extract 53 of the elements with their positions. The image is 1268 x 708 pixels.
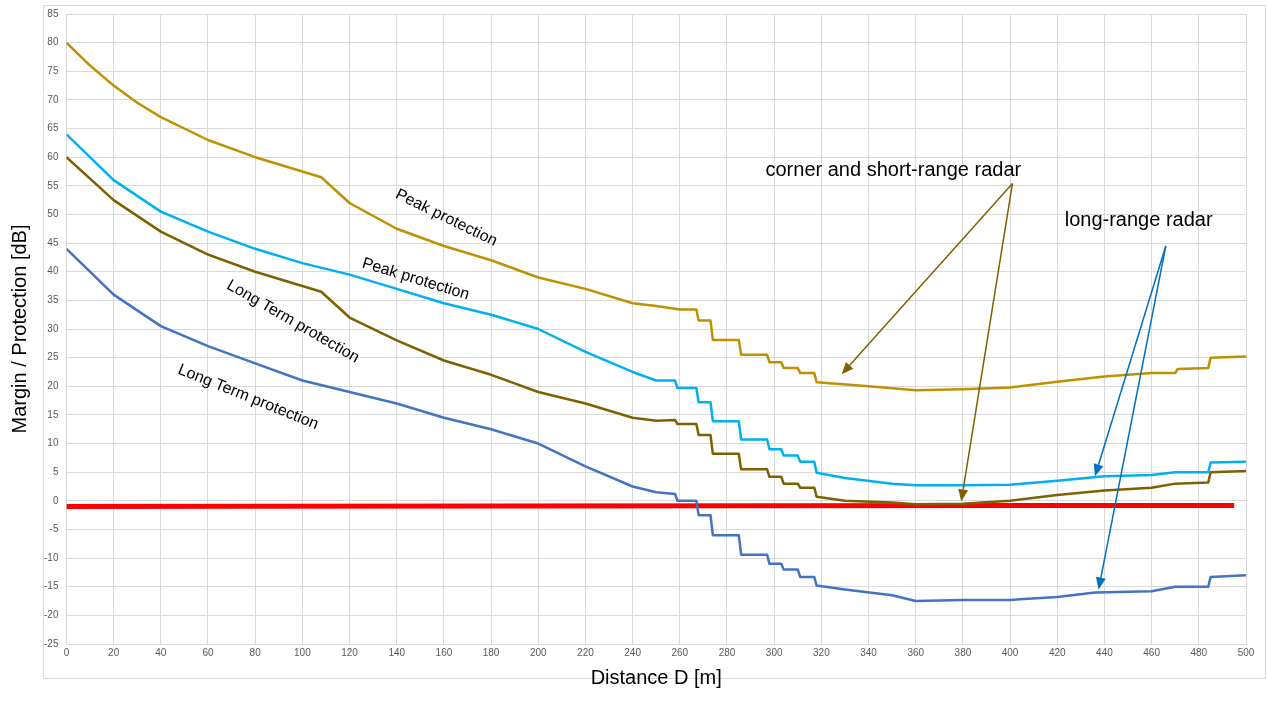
x-axis-title: Distance D [m] [590,665,722,688]
x-tick-label: 420 [1048,646,1067,658]
x-tick-label: 40 [155,646,167,658]
y-tick-label: -5 [49,523,59,535]
y-tick-label: -15 [44,580,59,592]
y-tick-label: 30 [47,322,59,334]
x-tick-label: 180 [482,646,500,658]
x-tick-label: 500 [1237,646,1255,658]
x-tick-label: 380 [954,646,972,658]
x-tick-label: 120 [341,646,359,658]
y-tick-label: 15 [47,408,59,420]
x-tick-label: 440 [1096,646,1114,658]
x-tick-label: 200 [529,646,548,658]
y-tick-label: 80 [47,36,59,48]
y-tick-label: 85 [47,7,59,19]
y-tick-label: 65 [47,122,59,134]
y-tick-label: -10 [44,551,59,563]
x-tick-label: 360 [907,646,925,658]
y-tick-label: 5 [52,465,59,477]
x-tick-label: 340 [860,646,878,658]
y-tick-label: 0 [52,494,59,506]
x-tick-label: 100 [294,646,312,658]
x-tick-label: 160 [435,646,453,658]
y-tick-label: -25 [44,637,59,649]
x-tick-label: 220 [577,646,595,658]
y-axis-title: Margin / Protection [dB] [7,224,30,434]
y-tick-label: 50 [47,208,59,220]
annotation: long-range radar [1064,207,1213,230]
x-tick-label: 320 [813,646,831,658]
y-tick-label: 25 [47,351,59,363]
x-tick-label: 80 [249,646,262,658]
y-tick-label: 40 [47,265,59,277]
x-tick-label: 300 [765,646,783,658]
x-tick-label: 400 [1001,646,1019,658]
annotation: corner and short-range radar [765,158,1022,181]
x-tick-label: 20 [108,646,120,658]
y-tick-label: 75 [47,65,59,77]
x-tick-label: 280 [718,646,736,658]
y-tick-label: 10 [47,437,59,449]
x-tick-label: 240 [624,646,642,658]
y-tick-label: -20 [44,609,59,621]
y-tick-label: 70 [47,93,59,105]
x-tick-label: 0 [63,646,70,658]
x-tick-label: 140 [388,646,406,658]
y-tick-label: 20 [47,380,59,392]
x-tick-label: 460 [1143,646,1161,658]
x-tick-label: 480 [1190,646,1208,658]
y-tick-label: 45 [47,236,59,248]
x-tick-label: 260 [671,646,689,658]
x-tick-label: 60 [202,646,214,658]
y-tick-label: 55 [47,179,59,191]
y-tick-label: 60 [47,150,59,162]
y-tick-label: 35 [47,294,59,306]
